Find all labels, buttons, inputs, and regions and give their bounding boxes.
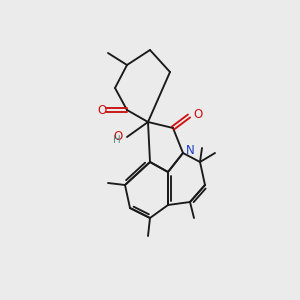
Text: O: O: [193, 109, 202, 122]
Text: O: O: [98, 103, 106, 116]
Text: N: N: [186, 145, 195, 158]
Text: H: H: [113, 135, 121, 145]
Text: O: O: [114, 130, 123, 142]
